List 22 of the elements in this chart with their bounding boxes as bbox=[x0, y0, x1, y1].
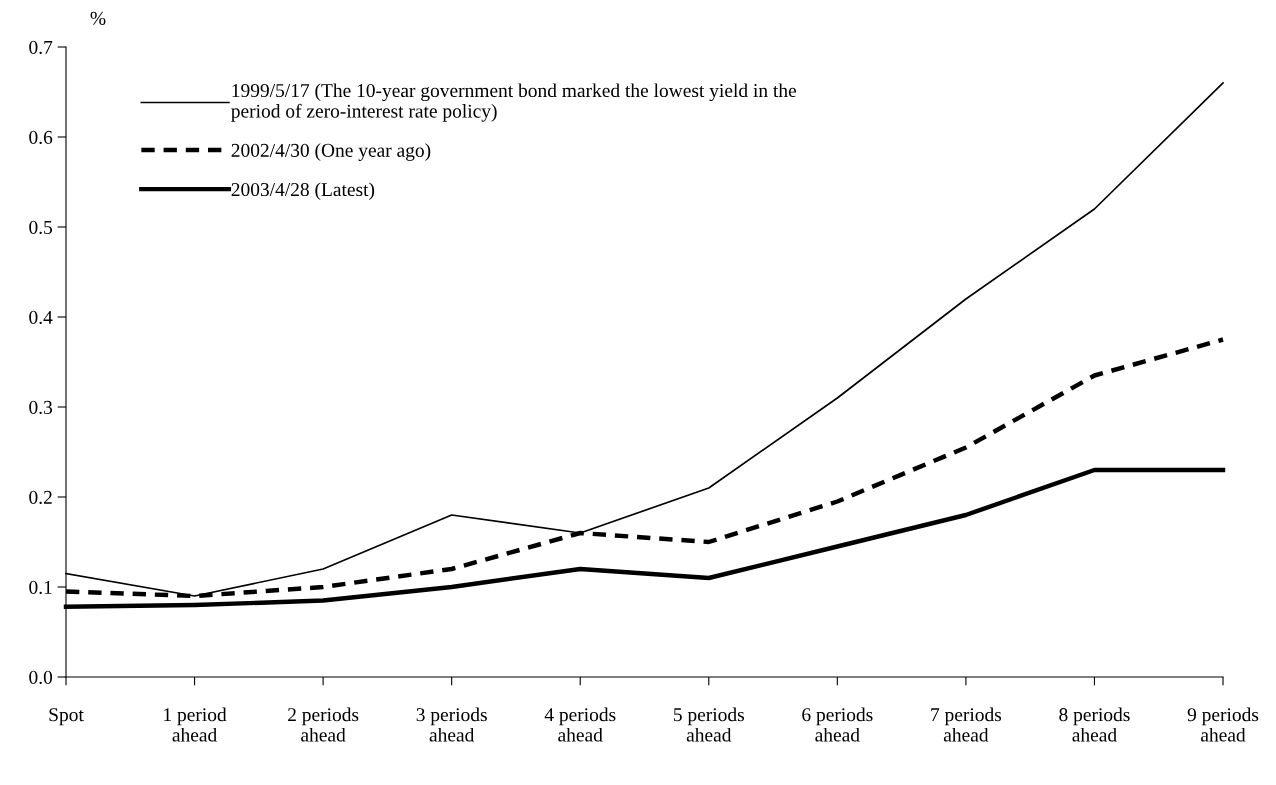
x-tick-label: 2 periods ahead bbox=[288, 707, 359, 742]
x-tick-label: 3 periods ahead bbox=[416, 707, 487, 742]
legend-label: 2002/4/30 (One year ago) bbox=[231, 143, 431, 161]
y-tick-label: 0.0 bbox=[29, 670, 53, 685]
y-tick-label: 0.1 bbox=[29, 580, 52, 595]
legend-label: 1999/5/17 (The 10-year government bond marked the lowest yield in the period of zero-interest rate policy) bbox=[231, 83, 797, 122]
y-tick-label: 0.6 bbox=[29, 130, 53, 145]
x-tick-label: 8 periods ahead bbox=[1059, 707, 1130, 742]
y-tick-label: 0.7 bbox=[29, 40, 53, 55]
y-axis-title: % bbox=[90, 11, 106, 25]
x-tick-label: 5 periods ahead bbox=[673, 707, 744, 742]
x-tick-label: 9 periods ahead bbox=[1187, 707, 1259, 742]
x-tick-label: Spot bbox=[49, 708, 84, 726]
y-tick-label: 0.4 bbox=[29, 310, 53, 325]
y-tick-label: 0.3 bbox=[29, 400, 53, 415]
legend-label: 2003/4/28 (Latest) bbox=[231, 182, 375, 201]
x-tick-label: 4 periods ahead bbox=[544, 707, 616, 742]
x-tick-label: 1 period ahead bbox=[164, 707, 227, 742]
x-tick-label: 6 periods ahead bbox=[802, 707, 873, 742]
x-tick-label: 7 periods ahead bbox=[931, 707, 1002, 742]
y-tick-label: 0.2 bbox=[29, 490, 52, 505]
y-tick-label: 0.5 bbox=[29, 220, 53, 235]
